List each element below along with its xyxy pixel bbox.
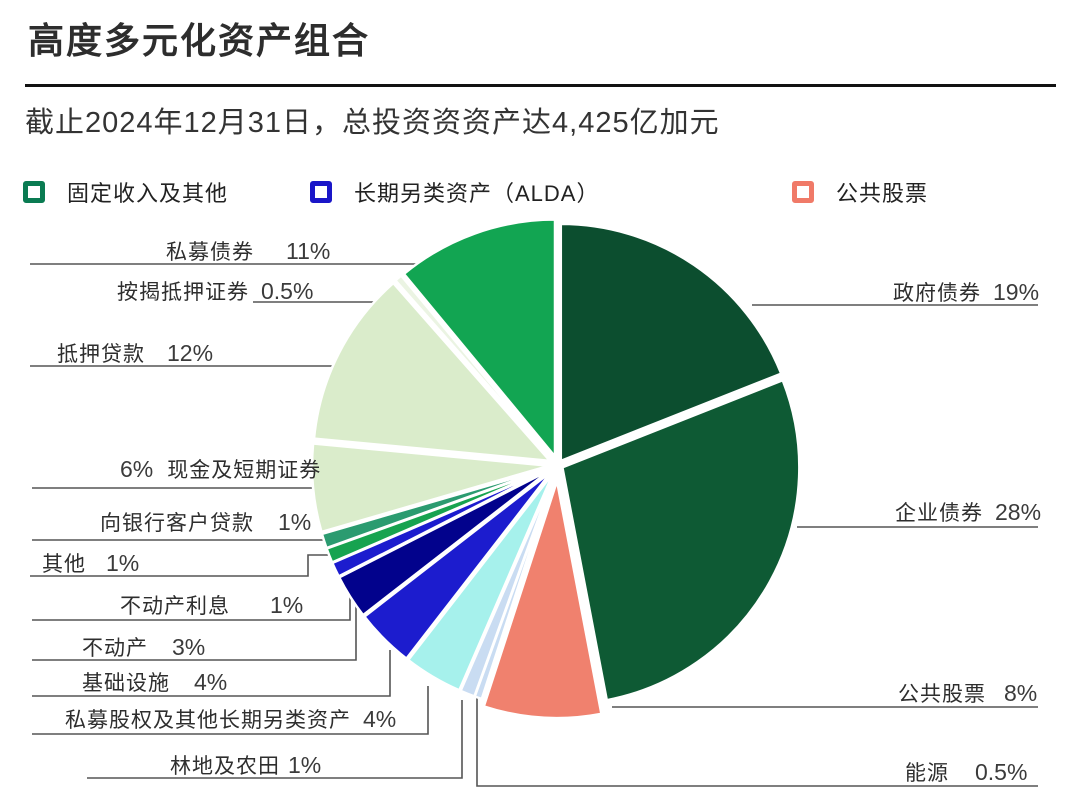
slice-private-placement-debt bbox=[402, 218, 557, 458]
label-value-mortgage-backed-securities: 0.5% bbox=[261, 278, 314, 304]
slice-mortgages bbox=[312, 281, 552, 463]
page-title: 高度多元化资产组合 bbox=[28, 20, 371, 61]
legend-label-long-term-alternative-assets: 长期另类资产（ALDA） bbox=[354, 181, 600, 206]
label-value-energy: 0.5% bbox=[975, 759, 1028, 785]
label-timberland-and-farmland: 林地及农田 1% bbox=[170, 750, 321, 780]
label-other: 其他 1% bbox=[42, 548, 139, 578]
label-value-real-estate-interest: 1% bbox=[270, 592, 304, 618]
label-value-infrastructure: 4% bbox=[194, 669, 228, 695]
legend-marker-long-term-alternative-assets bbox=[310, 181, 332, 203]
leader-line-timberland-and-farmland bbox=[87, 700, 463, 779]
label-value-private-placement-debt: 11% bbox=[286, 238, 331, 264]
legend-item-fixed-income-and-other: 固定收入及其他 bbox=[23, 176, 228, 208]
label-text-infrastructure: 基础设施 bbox=[82, 672, 170, 695]
leader-line-other bbox=[30, 554, 340, 577]
label-real-estate: 不动产 3% bbox=[82, 632, 205, 662]
label-text-public-equities: 公共股票 bbox=[898, 683, 986, 706]
label-text-other: 其他 bbox=[42, 553, 86, 576]
label-value-loans-to-bank-clients: 1% bbox=[278, 509, 312, 535]
label-real-estate-interest: 不动产利息 1% bbox=[120, 590, 303, 620]
label-infrastructure: 基础设施 4% bbox=[82, 667, 227, 697]
legend-marker-public-equities bbox=[792, 181, 814, 203]
title-divider bbox=[25, 84, 1056, 87]
leader-line-private-equity-and-other-alda bbox=[32, 686, 429, 735]
slice-loans-to-bank-clients bbox=[320, 466, 551, 550]
label-corporate-bonds: 企业债券 28% bbox=[895, 497, 1041, 527]
label-text-cash-and-short-term-securities: 现金及短期证券 bbox=[167, 459, 322, 482]
label-private-placement-debt: 私募债券 11% bbox=[166, 236, 330, 266]
subtitle: 截止2024年12月31日，总投资资资产达4,425亿加元 bbox=[25, 107, 720, 139]
leader-line-real-estate bbox=[32, 600, 357, 661]
label-text-energy: 能源 bbox=[905, 762, 949, 785]
label-text-timberland-and-farmland: 林地及农田 bbox=[170, 755, 280, 778]
label-mortgages: 抵押贷款 12% bbox=[57, 338, 213, 368]
label-value-other: 1% bbox=[106, 550, 140, 576]
slice-mortgage-backed-securities bbox=[394, 274, 554, 460]
label-text-mortgage-backed-securities: 按揭抵押证券 bbox=[117, 281, 249, 304]
leader-line-infrastructure bbox=[32, 650, 391, 697]
label-energy: 能源 0.5% bbox=[905, 757, 1027, 787]
label-value-mortgages: 12% bbox=[167, 340, 214, 366]
label-government-bonds: 政府债券 19% bbox=[893, 277, 1039, 307]
label-text-government-bonds: 政府债券 bbox=[893, 282, 981, 305]
legend: 固定收入及其他 长期另类资产（ALDA） 公共股票 bbox=[0, 176, 1080, 210]
label-public-equities: 公共股票 8% bbox=[898, 678, 1037, 708]
label-text-real-estate: 不动产 bbox=[82, 637, 148, 660]
label-text-mortgages: 抵押贷款 bbox=[57, 343, 145, 366]
slice-timberland-and-farmland bbox=[459, 472, 556, 698]
label-cash-and-short-term-securities: 6% 现金及短期证券 bbox=[120, 454, 321, 484]
legend-item-long-term-alternative-assets: 长期另类资产（ALDA） bbox=[310, 176, 599, 208]
slice-public-equities bbox=[482, 479, 603, 720]
label-text-private-placement-debt: 私募债券 bbox=[166, 241, 254, 264]
legend-label-fixed-income-and-other: 固定收入及其他 bbox=[67, 181, 229, 206]
label-loans-to-bank-clients: 向银行客户贷款 1% bbox=[100, 507, 311, 537]
label-text-corporate-bonds: 企业债券 bbox=[895, 502, 983, 525]
label-mortgage-backed-securities: 按揭抵押证券 0.5% bbox=[117, 276, 313, 306]
label-value-private-equity-and-other-alda: 4% bbox=[363, 706, 397, 732]
label-private-equity-and-other-alda: 私募股权及其他长期另类资产 4% bbox=[65, 704, 396, 734]
label-value-real-estate: 3% bbox=[172, 634, 206, 660]
slice-private-equity-and-other-alda bbox=[406, 471, 555, 692]
label-value-public-equities: 8% bbox=[1004, 680, 1038, 706]
slice-government-bonds bbox=[559, 222, 783, 463]
legend-item-public-equities: 公共股票 bbox=[792, 176, 928, 208]
label-text-loans-to-bank-clients: 向银行客户贷款 bbox=[100, 512, 254, 535]
label-value-government-bonds: 19% bbox=[993, 279, 1040, 305]
label-text-private-equity-and-other-alda: 私募股权及其他长期另类资产 bbox=[65, 709, 351, 732]
slice-corporate-bonds bbox=[561, 378, 801, 702]
slice-infrastructure bbox=[363, 470, 553, 660]
legend-marker-fixed-income-and-other bbox=[23, 181, 45, 203]
legend-label-public-equities: 公共股票 bbox=[836, 181, 929, 206]
label-value-cash-and-short-term-securities: 6% bbox=[120, 456, 154, 482]
leader-line-energy bbox=[476, 698, 1038, 787]
label-value-timberland-and-farmland: 1% bbox=[288, 752, 322, 778]
slice-cash-and-short-term-securities bbox=[310, 442, 551, 534]
label-text-real-estate-interest: 不动产利息 bbox=[120, 595, 230, 618]
label-value-corporate-bonds: 28% bbox=[995, 499, 1042, 525]
